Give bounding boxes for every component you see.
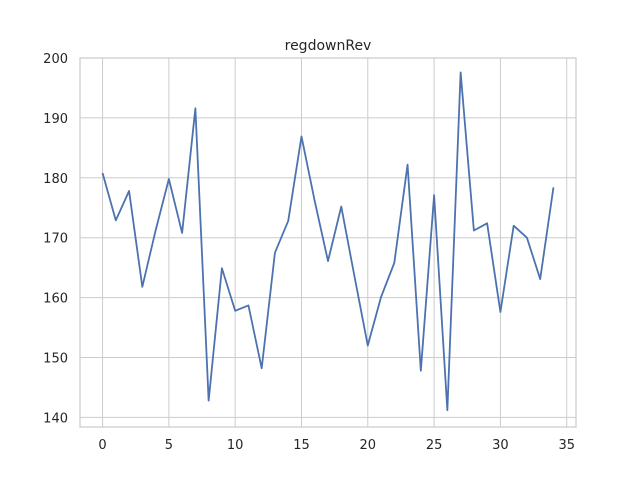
y-tick-label: 160 — [43, 292, 68, 307]
x-tick-label: 20 — [360, 438, 377, 453]
x-tick-label: 15 — [293, 438, 310, 453]
x-tick-label: 25 — [426, 438, 443, 453]
x-tick-label: 10 — [227, 438, 244, 453]
y-tick-label: 150 — [43, 352, 68, 367]
series-line — [101, 71, 555, 412]
x-tick-label: 0 — [98, 438, 106, 453]
y-tick-label: 140 — [43, 411, 68, 426]
y-tick-label: 180 — [43, 172, 68, 187]
x-tick-label: 35 — [558, 438, 575, 453]
y-tick-labels: 140 150 160 170 180 190 200 — [43, 52, 68, 426]
y-tick-label: 200 — [43, 52, 68, 67]
x-tick-labels: 0 5 10 15 20 25 30 35 — [98, 438, 575, 453]
y-tick-label: 190 — [43, 112, 68, 127]
x-tick-label: 30 — [492, 438, 509, 453]
axes-frame — [79, 57, 577, 428]
chart-title: regdownRev — [285, 38, 372, 54]
y-tick-label: 170 — [43, 232, 68, 247]
series-group — [101, 71, 555, 412]
grid — [80, 57, 576, 427]
x-tick-label: 5 — [165, 438, 173, 453]
